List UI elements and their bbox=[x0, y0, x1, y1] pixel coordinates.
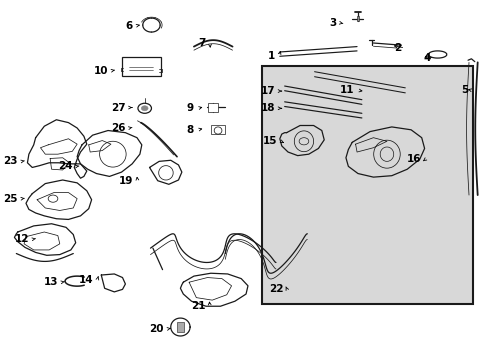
Text: 21: 21 bbox=[191, 301, 205, 311]
Text: 8: 8 bbox=[186, 125, 194, 135]
Text: 12: 12 bbox=[14, 234, 29, 244]
Text: 10: 10 bbox=[93, 66, 108, 76]
Text: 23: 23 bbox=[3, 156, 18, 166]
Text: 2: 2 bbox=[393, 43, 401, 53]
Text: 4: 4 bbox=[422, 53, 429, 63]
Text: 7: 7 bbox=[198, 38, 205, 48]
Text: 14: 14 bbox=[79, 275, 93, 285]
Polygon shape bbox=[176, 321, 184, 332]
Text: 6: 6 bbox=[124, 21, 132, 31]
Text: 16: 16 bbox=[407, 154, 421, 164]
Text: 25: 25 bbox=[3, 194, 18, 204]
Text: 19: 19 bbox=[119, 176, 133, 186]
Text: 22: 22 bbox=[268, 284, 283, 294]
Text: 9: 9 bbox=[186, 103, 194, 113]
Text: 24: 24 bbox=[58, 161, 72, 171]
Bar bbox=[262, 66, 472, 304]
Polygon shape bbox=[208, 103, 218, 112]
Text: 15: 15 bbox=[262, 136, 276, 146]
Text: 18: 18 bbox=[260, 103, 274, 113]
Text: 27: 27 bbox=[111, 103, 125, 113]
Text: 1: 1 bbox=[267, 51, 274, 61]
Polygon shape bbox=[356, 16, 359, 22]
Circle shape bbox=[141, 106, 148, 111]
Text: 5: 5 bbox=[460, 85, 467, 95]
Polygon shape bbox=[210, 125, 225, 134]
Text: 13: 13 bbox=[43, 277, 58, 287]
Text: 20: 20 bbox=[149, 324, 163, 334]
Text: 26: 26 bbox=[111, 123, 125, 133]
FancyBboxPatch shape bbox=[122, 57, 160, 76]
Text: 17: 17 bbox=[260, 86, 274, 96]
Text: 11: 11 bbox=[339, 85, 353, 95]
Text: 3: 3 bbox=[328, 18, 336, 28]
